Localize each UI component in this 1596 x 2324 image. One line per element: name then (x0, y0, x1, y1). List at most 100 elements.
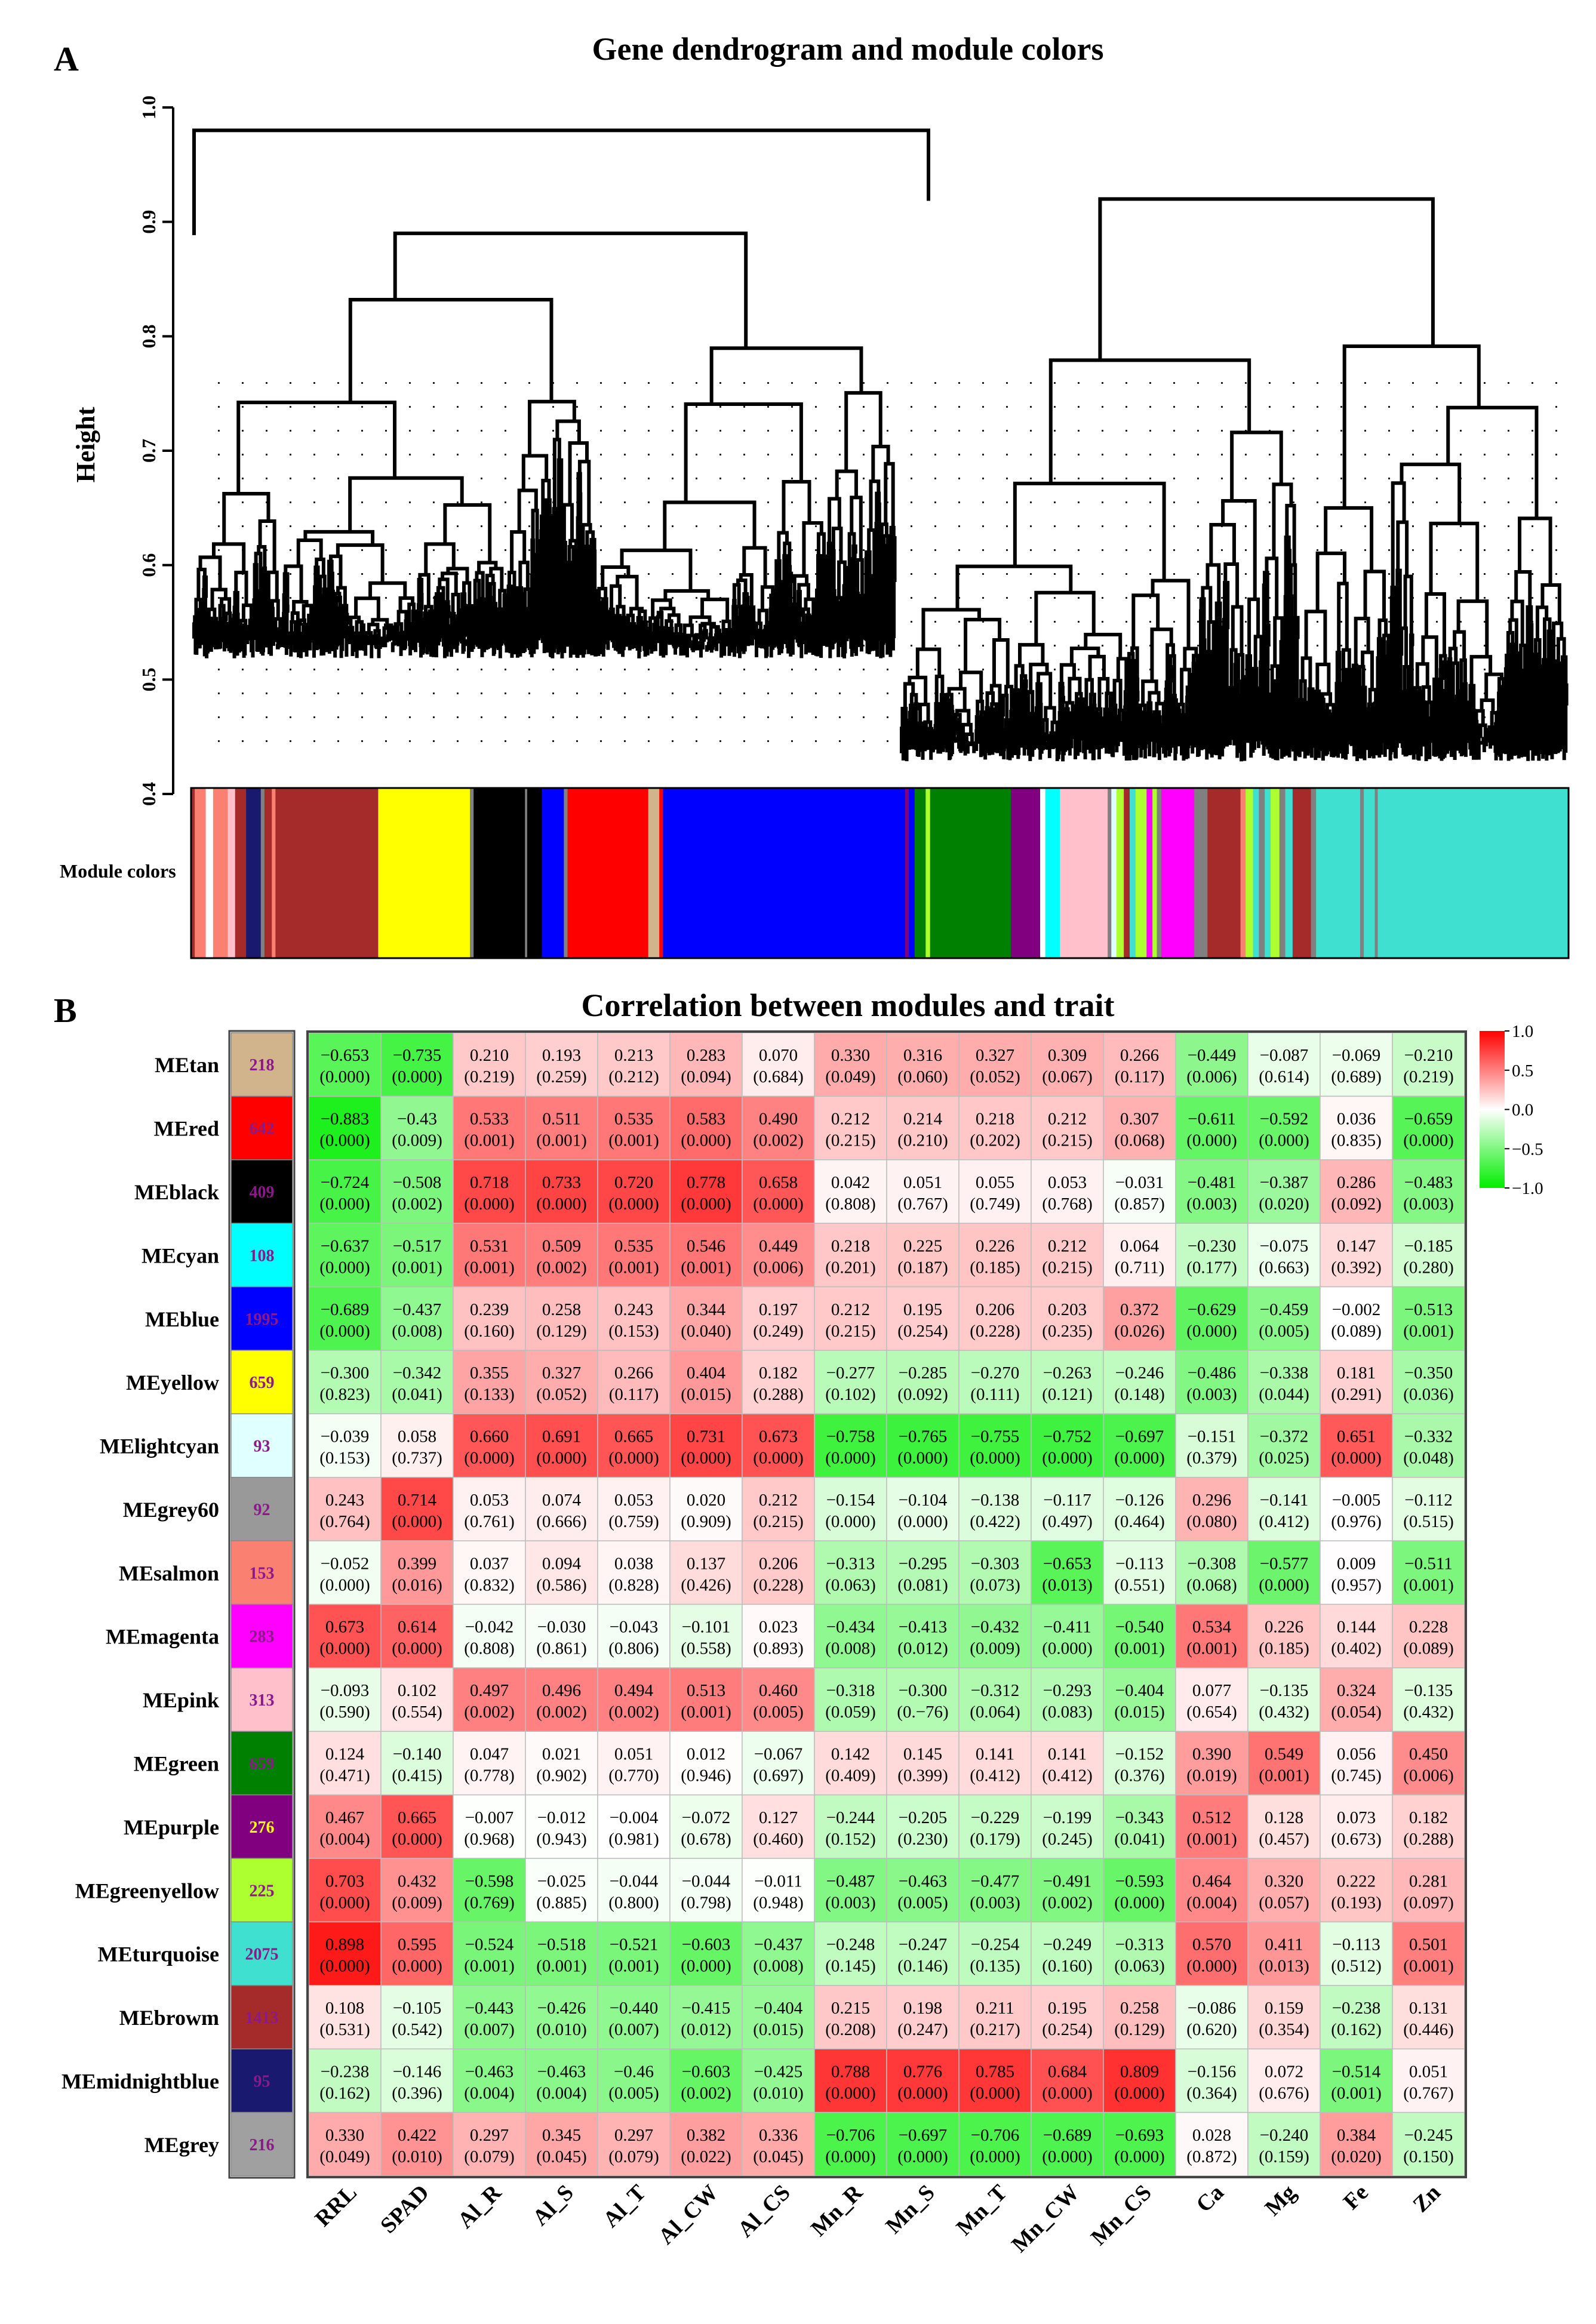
heatmap-cell (1175, 1032, 1248, 1097)
p-value: (0.288) (1403, 1830, 1454, 1849)
correlation-value: −0.113 (1332, 1935, 1380, 1954)
heatmap-cell (1320, 1286, 1393, 1351)
p-value: (0.001) (464, 1258, 515, 1277)
p-value: (0.001) (1403, 1957, 1454, 1976)
trait-axis-label: Mn_R (806, 2180, 868, 2241)
p-value: (0.409) (825, 1766, 876, 1785)
heatmap-cell (380, 1223, 454, 1288)
p-value: (0.806) (608, 1639, 659, 1658)
heatmap-cell (1175, 1540, 1248, 1605)
correlation-value: −0.004 (610, 1808, 659, 1827)
correlation-value: 0.051 (1409, 2062, 1448, 2081)
module-color-segment (1146, 788, 1153, 958)
correlation-value: 0.384 (1337, 2126, 1376, 2145)
p-value: (0.857) (1114, 1195, 1165, 1214)
p-value: (0.001) (464, 1131, 515, 1150)
correlation-value: −0.238 (321, 2062, 370, 2081)
correlation-value: 0.665 (398, 1808, 436, 1827)
p-value: (0.121) (1042, 1385, 1093, 1404)
correlation-value: −0.031 (1115, 1173, 1164, 1192)
heatmap-cell (742, 1413, 815, 1478)
p-value: (0.009) (392, 1131, 442, 1150)
p-value: (0.117) (1115, 1067, 1165, 1086)
correlation-value: −0.517 (393, 1236, 442, 1255)
correlation-value: 0.036 (1337, 1110, 1376, 1129)
p-value: (0.000) (319, 1957, 370, 1976)
p-value: (0.800) (608, 1893, 659, 1912)
p-value: (0.000) (897, 2147, 948, 2166)
correlation-value: −0.415 (682, 1999, 731, 2018)
heatmap-cell (742, 1159, 815, 1224)
correlation-value: −0.135 (1260, 1681, 1309, 1700)
correlation-value: −0.765 (899, 1427, 948, 1446)
heatmap-cell (525, 1858, 598, 1923)
correlation-value: 0.490 (759, 1110, 798, 1129)
heatmap-cell (669, 1286, 743, 1351)
correlation-value: 0.212 (1048, 1110, 1087, 1129)
heatmap-cell (814, 1603, 887, 1669)
module-gene-count: 1995 (245, 1310, 279, 1329)
module-color-segment (1060, 788, 1108, 958)
correlation-value: 0.182 (759, 1363, 798, 1383)
module-color-segment (564, 788, 568, 958)
heatmap-cell (1247, 1603, 1321, 1669)
correlation-value: 0.496 (542, 1681, 581, 1700)
p-value: (0.247) (897, 2020, 948, 2039)
heatmap-cell (597, 1476, 671, 1541)
p-value: (0.219) (1403, 1067, 1454, 1086)
correlation-value: 0.021 (542, 1744, 581, 1763)
p-value: (0.001) (608, 1957, 659, 1976)
p-value: (0.002) (536, 1258, 587, 1277)
p-value: (0.457) (1259, 1830, 1309, 1849)
correlation-value: 0.141 (976, 1744, 1014, 1763)
module-swatch (230, 1921, 293, 1986)
p-value: (0.280) (1403, 1258, 1454, 1277)
y-tick-label: 0.7 (138, 439, 159, 463)
p-value: (0.208) (825, 2020, 876, 2039)
p-value: (0.041) (1114, 1830, 1165, 1849)
heatmap-cell (308, 1286, 382, 1351)
heatmap-cell (1103, 1159, 1176, 1224)
correlation-value: −0.113 (1115, 1554, 1164, 1573)
p-value: (0.798) (681, 1893, 731, 1912)
heatmap-cell (1392, 1603, 1465, 1669)
heatmap-cell (1031, 1921, 1104, 1986)
correlation-value: 0.320 (1265, 1871, 1303, 1891)
module-row-label: MEcyan (142, 1243, 219, 1267)
p-value: (0.013) (1042, 1575, 1093, 1595)
p-value: (0.000) (319, 1258, 370, 1277)
p-value: (0.215) (825, 1322, 876, 1341)
p-value: (0.049) (319, 2147, 370, 2166)
module-color-segment (1157, 788, 1162, 958)
heatmap-cell (1175, 1223, 1248, 1288)
p-value: (0.948) (753, 1893, 804, 1912)
module-color-segment (1045, 788, 1060, 958)
p-value: (0.054) (1331, 1703, 1382, 1722)
heatmap-cell (886, 2048, 960, 2113)
module-color-segment (227, 788, 236, 958)
correlation-value: −0.540 (1115, 1618, 1164, 1637)
correlation-value: −0.46 (614, 2062, 654, 2081)
heatmap-cell (886, 1667, 960, 1732)
p-value: (0.001) (1403, 1322, 1454, 1341)
heatmap-cell (814, 1159, 887, 1224)
p-value: (0.000) (1042, 2147, 1093, 2166)
p-value: (0.000) (970, 1449, 1020, 1468)
heatmap-cell (453, 1985, 526, 2049)
p-value: (0.471) (319, 1766, 370, 1785)
correlation-value: −0.112 (1404, 1491, 1453, 1510)
p-value: (0.000) (1259, 1131, 1309, 1150)
module-color-segment (1316, 788, 1361, 958)
heatmap-cell (453, 1095, 526, 1161)
module-color-segment (527, 788, 543, 958)
p-value: (0.020) (1331, 2147, 1382, 2166)
module-color-segment (235, 788, 247, 958)
correlation-value: −0.229 (971, 1808, 1020, 1827)
p-value: (0.946) (681, 1766, 731, 1785)
heatmap-cell (308, 1794, 382, 1859)
heatmap-cell (669, 2048, 743, 2113)
p-value: (0.000) (1042, 2083, 1093, 2103)
p-value: (0.010) (392, 2147, 442, 2166)
p-value: (0.460) (753, 1830, 804, 1849)
trait-axis-label: RRL (310, 2180, 361, 2231)
